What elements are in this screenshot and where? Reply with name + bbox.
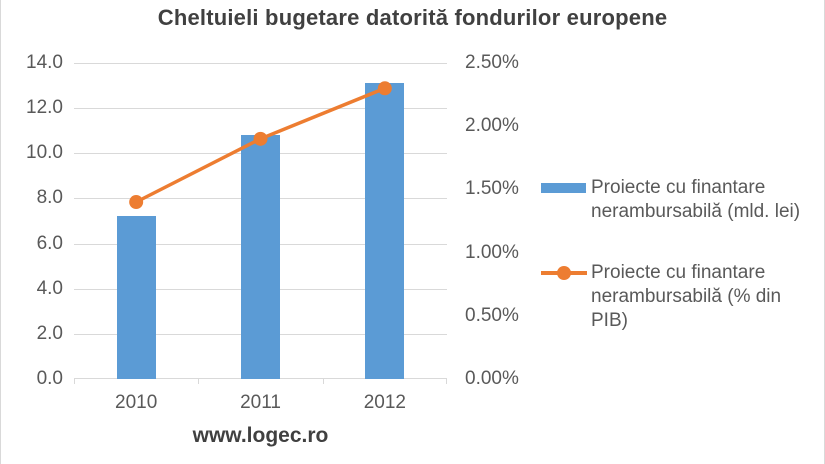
legend-label-line: Proiecte cu finantare nerambursabilă (% … xyxy=(591,262,782,331)
x-axis-label-2010: 2010 xyxy=(115,392,158,413)
legend-swatch-line xyxy=(541,261,587,333)
right-axis-tick-label: 2.00% xyxy=(465,115,519,136)
right-axis-tick-label: 0.50% xyxy=(465,305,519,326)
left-axis-tick-label: 12.0 xyxy=(26,97,63,118)
gridline xyxy=(74,63,447,64)
x-axis-tick xyxy=(323,379,324,384)
right-axis-tick-label: 0.00% xyxy=(465,368,519,389)
x-axis-label-2011: 2011 xyxy=(240,392,281,413)
line-series xyxy=(129,81,392,210)
gridline xyxy=(74,108,447,109)
line-marker-2011 xyxy=(253,131,268,146)
legend-swatch-bar xyxy=(541,176,587,224)
x-axis-labels: 2010 2011 2012 xyxy=(74,393,447,415)
left-axis-tick-label: 2.0 xyxy=(36,323,63,344)
line-marker-2012 xyxy=(377,81,392,96)
bar-2012 xyxy=(365,83,404,379)
legend-entry-bar: Proiecte cu finantare nerambursabilă (ml… xyxy=(541,176,811,224)
legend-label-bar: Proiecte cu finantare nerambursabilă (ml… xyxy=(591,177,801,222)
chart-title: Cheltuieli bugetare datorită fondurilor … xyxy=(157,5,668,30)
bar-2010 xyxy=(117,216,156,379)
line-marker-icon xyxy=(557,266,571,280)
right-axis-tick-label: 1.50% xyxy=(465,178,519,199)
line-marker-2010 xyxy=(129,195,144,210)
left-axis-tick-label: 0.0 xyxy=(36,368,63,389)
left-axis-tick-label: 8.0 xyxy=(36,187,63,208)
plot-area xyxy=(74,63,447,384)
bar-2011 xyxy=(241,135,280,379)
right-axis-tick-label: 1.00% xyxy=(465,242,519,263)
x-axis-tick xyxy=(198,379,199,384)
x-axis-label-2012: 2012 xyxy=(363,392,406,413)
x-axis-tick xyxy=(446,379,447,384)
left-axis-tick-label: 4.0 xyxy=(36,278,63,299)
legend: Proiecte cu finantare nerambursabilă (ml… xyxy=(541,176,811,333)
left-axis-labels: 0.0 2.0 4.0 6.0 8.0 10.0 12.0 14.0 xyxy=(1,53,63,389)
x-axis-tick xyxy=(74,379,75,384)
left-axis-tick-label: 14.0 xyxy=(26,52,63,73)
legend-entry-line: Proiecte cu finantare nerambursabilă (% … xyxy=(541,261,811,333)
left-axis-tick-label: 6.0 xyxy=(36,233,63,254)
right-axis-labels: 0.00% 0.50% 1.00% 1.50% 2.00% 2.50% xyxy=(465,53,535,389)
bar-swatch-icon xyxy=(541,183,586,193)
left-axis-tick-label: 10.0 xyxy=(26,142,63,163)
watermark-link[interactable]: www.logec.ro xyxy=(192,424,329,447)
right-axis-tick-label: 2.50% xyxy=(465,52,519,73)
